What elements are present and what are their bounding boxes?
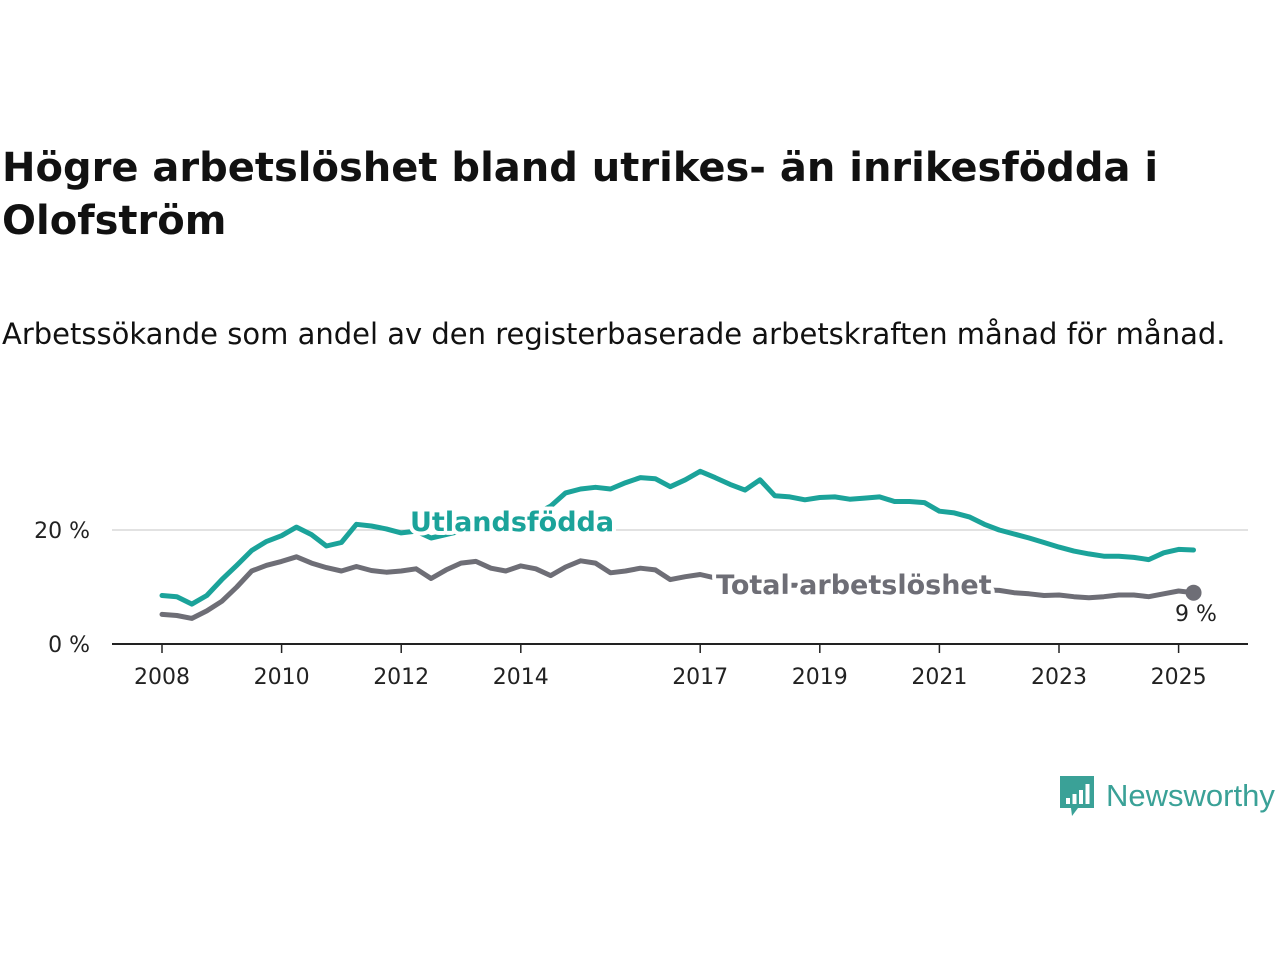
x-tick-label: 2012 <box>373 665 429 690</box>
x-tick-label: 2008 <box>134 665 190 690</box>
newsworthy-logo-icon <box>1060 776 1094 816</box>
x-tick-label: 2014 <box>493 665 549 690</box>
label-total-arbetsloshet-halo: Total arbetslöshet <box>716 570 992 601</box>
series-line-utlandsfodda <box>159 468 1196 607</box>
x-tick-label: 2023 <box>1031 665 1087 690</box>
series-lines <box>159 468 1196 621</box>
x-tick-label: 2017 <box>672 665 728 690</box>
x-tick-label: 2025 <box>1151 665 1207 690</box>
x-tick-label: 2010 <box>254 665 310 690</box>
x-tick-label: 2019 <box>792 665 848 690</box>
end-point-marker <box>1185 584 1202 601</box>
y-tick-label: 20 % <box>34 519 90 544</box>
chart-title: Högre arbetslöshet bland utrikes- än inr… <box>2 145 1159 244</box>
end-value-label: 9 % <box>1175 602 1217 627</box>
x-axis: 2008 2010 2012 2014 2017 2019 2021 2023 2025 <box>112 643 1248 690</box>
label-total-arbetsloshet: Total arbetslöshet <box>716 570 992 601</box>
label-utlandsfodda: Utlandsfödda <box>410 507 614 538</box>
newsworthy-brand[interactable]: Newsworthy <box>1058 774 1275 818</box>
x-tick-label: 2021 <box>911 665 967 690</box>
label-utlandsfodda-halo: Utlandsfödda <box>410 507 614 538</box>
series-line-total <box>159 554 1196 621</box>
y-axis: 0 % 20 % <box>34 519 90 658</box>
y-tick-label: 0 % <box>48 633 90 658</box>
brand-name: Newsworthy <box>1106 778 1275 813</box>
chart-subtitle: Arbetssökande som andel av den registerb… <box>2 317 1226 351</box>
